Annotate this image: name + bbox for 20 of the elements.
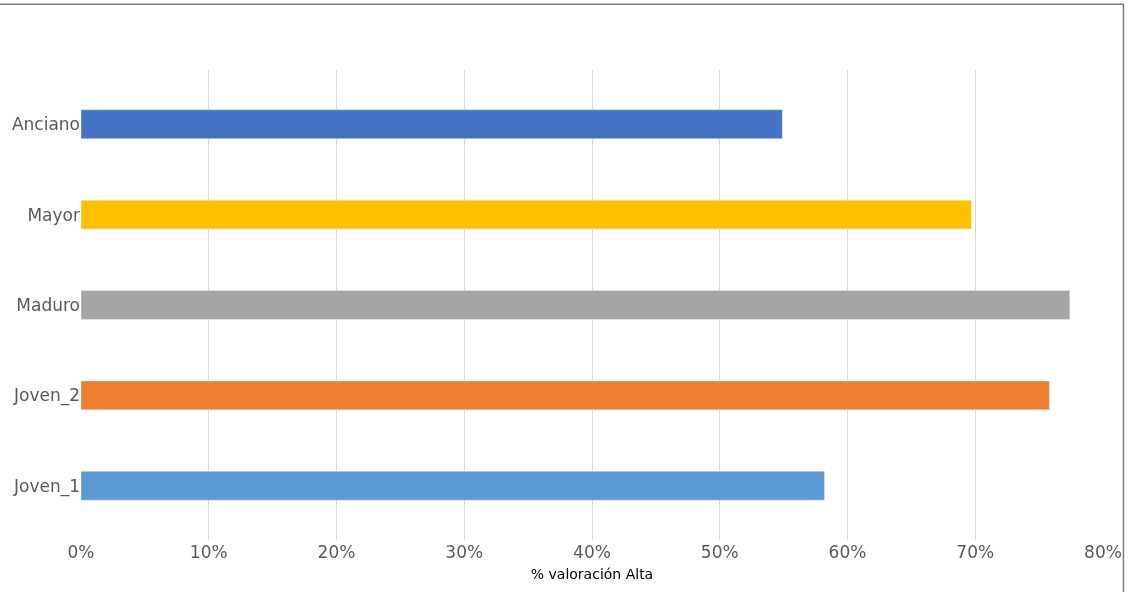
y-tick-label: Joven_1 <box>12 475 80 497</box>
x-tick-label: 50% <box>700 542 739 562</box>
y-tick-label: Joven_2 <box>12 385 80 407</box>
bar <box>81 290 1071 320</box>
y-tick-label: Mayor <box>27 204 80 225</box>
x-tick-label: 20% <box>317 542 356 562</box>
bar <box>81 199 972 230</box>
x-tick-label: 40% <box>573 542 611 562</box>
bar <box>81 471 825 501</box>
bar <box>81 109 783 139</box>
y-tick-label: Anciano <box>11 114 80 135</box>
x-axis-title: % valoración Alta <box>530 566 654 583</box>
x-tick-label: 70% <box>956 542 995 562</box>
x-tick-label: 60% <box>828 542 867 562</box>
bar <box>81 380 1050 411</box>
x-tick-label: 10% <box>189 542 228 562</box>
x-tick-label: 30% <box>445 542 484 562</box>
y-tick-label: Maduro <box>16 294 80 315</box>
x-tick-label: 0% <box>67 542 95 562</box>
x-tick-label: 80% <box>1084 542 1122 562</box>
